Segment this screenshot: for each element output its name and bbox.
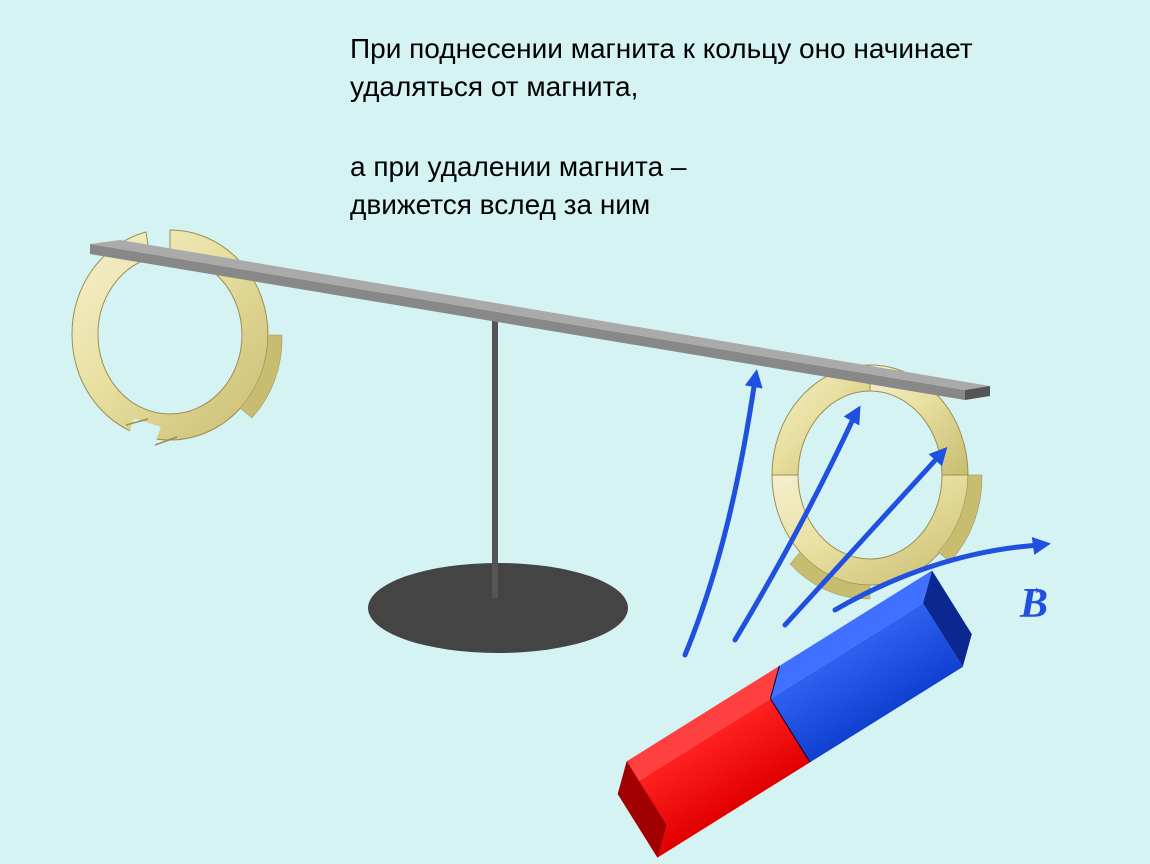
caption-2: а при удалении магнита – движется вслед …: [350, 148, 687, 224]
caption-1-line2: удаляться от магнита,: [350, 71, 638, 102]
caption-1: При поднесении магнита к кольцу оно начи…: [350, 30, 973, 106]
physics-diagram: [0, 0, 1150, 864]
crossbar: [90, 240, 990, 400]
right-ring-front: [772, 475, 982, 599]
field-lines: [685, 380, 1040, 655]
b-vector-label: → B: [1020, 580, 1048, 628]
b-vector-arrow: →: [1022, 574, 1044, 600]
stand-pole: [492, 320, 498, 598]
caption-2-line1: а при удалении магнита –: [350, 151, 687, 182]
caption-1-line1: При поднесении магнита к кольцу оно начи…: [350, 33, 973, 64]
caption-2-line2: движется вслед за ним: [350, 189, 650, 220]
